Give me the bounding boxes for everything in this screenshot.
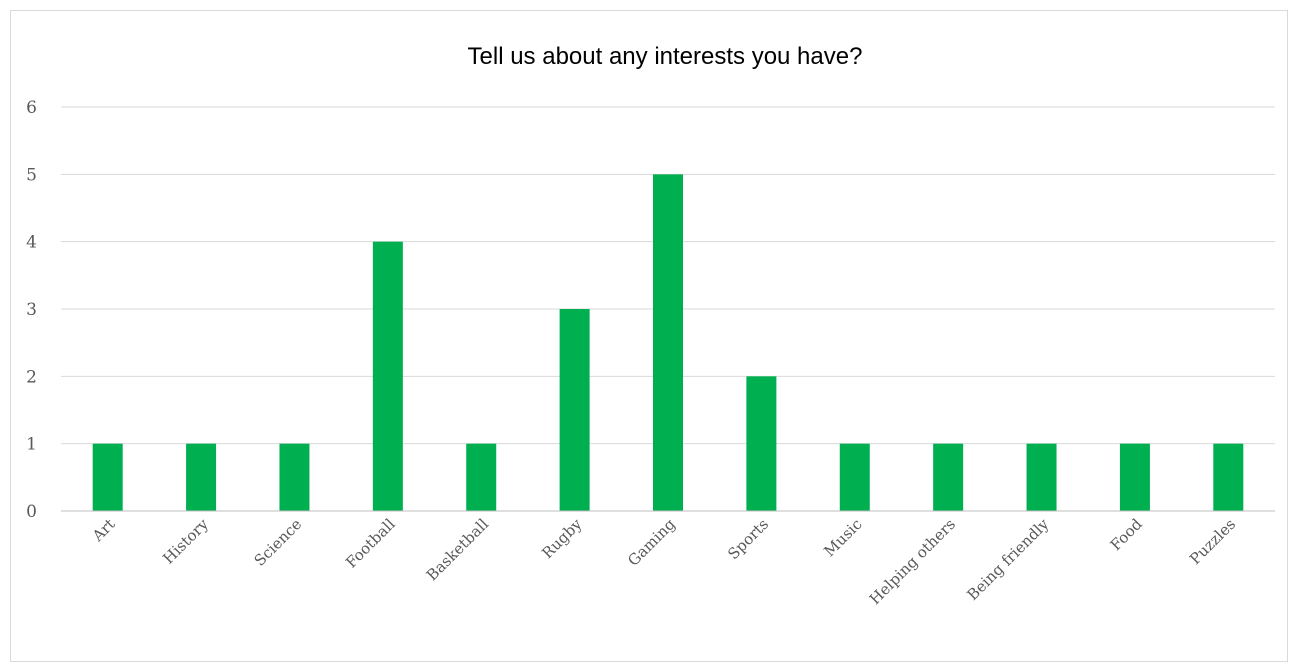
- x-category-label: Helping others: [866, 515, 959, 608]
- bar: [466, 443, 497, 511]
- bar: [653, 174, 683, 512]
- x-category-label: Being friendly: [964, 515, 1053, 604]
- bar: [1119, 443, 1150, 511]
- y-tick-label: 1: [26, 435, 37, 455]
- x-category-label: Science: [251, 515, 306, 570]
- y-tick-label: 3: [26, 300, 37, 320]
- bar: [186, 443, 217, 511]
- bar: [372, 241, 403, 511]
- x-category-label: Basketball: [423, 515, 492, 584]
- bar: [92, 443, 123, 511]
- bar: [839, 443, 870, 511]
- bar: [746, 376, 777, 511]
- chart-title: Tell us about any interests you have?: [468, 43, 863, 70]
- x-category-label: Puzzles: [1186, 515, 1239, 568]
- bars: [92, 174, 1244, 512]
- x-axis-labels: Art History Science Football Basketball Rugby…: [88, 515, 1239, 608]
- x-category-label: Gaming: [624, 515, 679, 570]
- x-category-label: Football: [342, 515, 399, 572]
- x-category-label: History: [159, 515, 212, 568]
- x-category-label: Sports: [724, 515, 772, 563]
- y-axis-ticks: 0 1 2 3 4 5 6: [26, 98, 37, 522]
- bar-chart: Tell us about any interests you have? 0 1…: [26, 43, 1275, 608]
- y-tick-label: 2: [26, 367, 37, 387]
- x-category-label: Rugby: [538, 515, 585, 562]
- y-tick-label: 0: [26, 502, 37, 522]
- chart-frame: Tell us about any interests you have? 0 1…: [10, 10, 1288, 662]
- y-tick-label: 5: [26, 165, 37, 185]
- x-category-label: Art: [88, 515, 118, 545]
- y-tick-label: 6: [26, 98, 37, 118]
- x-category-label: Music: [820, 515, 865, 560]
- bar: [559, 309, 590, 511]
- bar: [279, 443, 310, 511]
- bar: [1026, 443, 1057, 511]
- y-tick-label: 4: [26, 233, 37, 253]
- bar: [1213, 443, 1244, 511]
- bar: [933, 443, 964, 511]
- x-category-label: Food: [1107, 515, 1146, 554]
